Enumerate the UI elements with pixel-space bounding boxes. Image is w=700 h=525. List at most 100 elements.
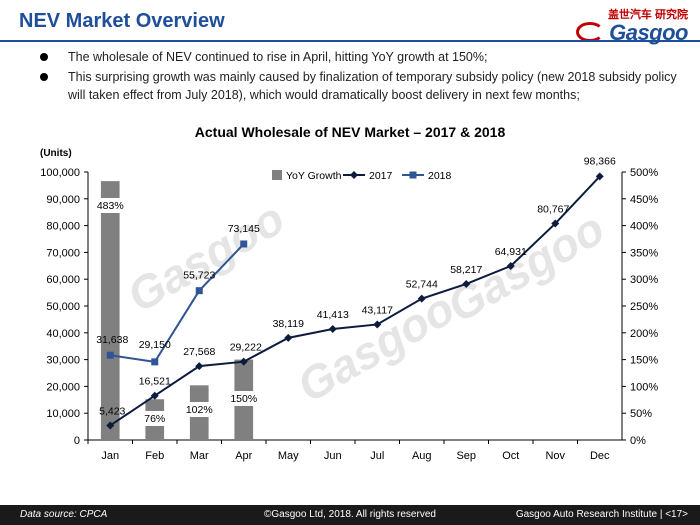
series-2017-point [106,421,115,430]
y2-tick-label: 200% [630,328,658,340]
y2-tick-label: 100% [630,381,658,393]
x-tick-label: Aug [412,450,432,462]
series-2017-data-label: 43,117 [362,304,393,316]
bullet-text: This surprising growth was mainly caused… [68,70,677,102]
series-2017-line [109,175,601,427]
legend-swatch-yoy [272,170,282,180]
y2-tick-label: 450% [630,194,658,206]
series-2017-point [417,294,426,303]
yoy-growth-label: 102% [186,404,213,416]
legend-label-2017: 2017 [369,170,393,182]
y2-tick-label: 250% [630,301,658,313]
bullet-item: The wholesale of NEV continued to rise i… [40,48,680,66]
x-tick-label: Jun [324,450,342,462]
legend-label-2018: 2018 [428,170,452,182]
series-2017-data-label: 27,568 [183,346,215,358]
series-2017-point [195,362,204,371]
series-2017-data-label: 16,521 [139,376,171,388]
bullet-list: The wholesale of NEV continued to rise i… [40,48,680,106]
series-2017-data-label: 5,423 [99,405,125,417]
y2-tick-label: 400% [630,221,658,233]
x-tick-label: Dec [590,450,610,462]
series-2017-data-label: 52,744 [406,279,438,291]
series-2017-point [595,172,604,181]
series-2017-point [150,391,159,400]
y-tick-label: 80,000 [46,221,80,233]
x-tick-label: Jan [101,450,119,462]
series-2017-point [284,333,293,342]
series-2017-data-label: 41,413 [317,309,349,321]
nev-wholesale-chart: 0 10,000 20,000 30,000 40,000 50,000 60,000 70,… [40,148,658,462]
yoy-growth-label-bg [92,198,129,213]
y-tick-label: 100,000 [40,167,80,179]
x-tick-label: Sep [456,450,476,462]
series-2017-point [239,357,248,366]
y2-tick-label: 50% [630,408,652,420]
series-2017-point [551,219,560,228]
yoy-growth-label-bg [181,402,218,417]
series-2018-data-label: 29,150 [139,339,171,351]
yoy-growth-label: 483% [97,200,124,212]
y2-tick-label: 300% [630,274,658,286]
x-tick-label: Jul [370,450,384,462]
series-2018-point [106,351,114,359]
x-tick-label: Mar [190,450,209,462]
y-tick-label: 50,000 [46,301,80,313]
logo-cn-text: 盖世汽车 研究院 [607,9,688,21]
series-2018-data-label: 73,145 [228,223,260,235]
yoy-growth-label: 76% [144,413,165,425]
series-2018-point [151,358,159,366]
yoy-growth-label-bg [225,391,262,406]
series-2018-data-label: 55,723 [183,270,215,282]
y2-tick-label: 0% [630,435,646,447]
yoy-growth-label-bg [136,411,173,426]
y-tick-label: 0 [74,435,80,447]
y2-tick-label: 350% [630,247,658,259]
yoy-growth-label: 150% [230,393,257,405]
legend-marker-2018 [409,171,417,179]
series-2017-data-label: 98,366 [584,155,616,167]
legend-marker-2017 [350,171,358,179]
x-tick-label: May [278,450,299,462]
x-tick-label: Feb [145,450,164,462]
bullet-dot-icon [40,73,48,81]
series-2018-point [240,240,248,248]
y-tick-label: 20,000 [46,381,80,393]
series-2017-data-label: 38,119 [273,318,304,330]
series-2017-data-label: 58,217 [450,264,482,276]
y-tick-label: 60,000 [46,274,80,286]
x-tick-label: Oct [502,450,519,462]
y-axis-title: (Units) [40,148,72,159]
y2-tick-label: 150% [630,355,658,367]
x-tick-label: Apr [235,450,252,462]
yoy-growth-bar [100,181,120,440]
series-2017-data-label: 80,767 [537,204,569,216]
y-tick-label: 70,000 [46,247,80,259]
bullet-item: This surprising growth was mainly caused… [40,68,680,104]
y2-tick-label: 500% [630,167,658,179]
series-2018-point [195,287,203,295]
y-tick-label: 10,000 [46,408,80,420]
header-divider [0,40,700,42]
x-tick-label: Nov [545,450,565,462]
y-tick-label: 30,000 [46,355,80,367]
series-2017-data-label: 29,222 [230,342,262,354]
chart-title: Actual Wholesale of NEV Market – 2017 & … [194,124,506,140]
series-2017-point [373,320,382,329]
data-source: Data source: CPCA [20,509,108,520]
bullet-dot-icon [40,53,48,61]
series-2018-data-label: 31,638 [96,334,128,346]
series-2018-line [110,243,245,363]
bullet-text: The wholesale of NEV continued to rise i… [68,50,488,64]
series-2017-point [462,279,471,288]
series-2017-point [328,325,337,334]
page-title: NEV Market Overview [19,10,225,32]
institute-page-number: Gasgoo Auto Research Institute | <17> [515,509,688,520]
y-tick-label: 40,000 [46,328,80,340]
legend-label-yoy: YoY Growth [286,170,342,182]
footer-bar: Data source: CPCA ©Gasgoo Ltd, 2018. All… [0,505,700,525]
y-tick-label: 90,000 [46,194,80,206]
series-2017-data-label: 64,931 [495,246,527,258]
series-2017-point [506,261,515,270]
copyright-text: ©Gasgoo Ltd, 2018. All rights reserved [264,509,436,520]
